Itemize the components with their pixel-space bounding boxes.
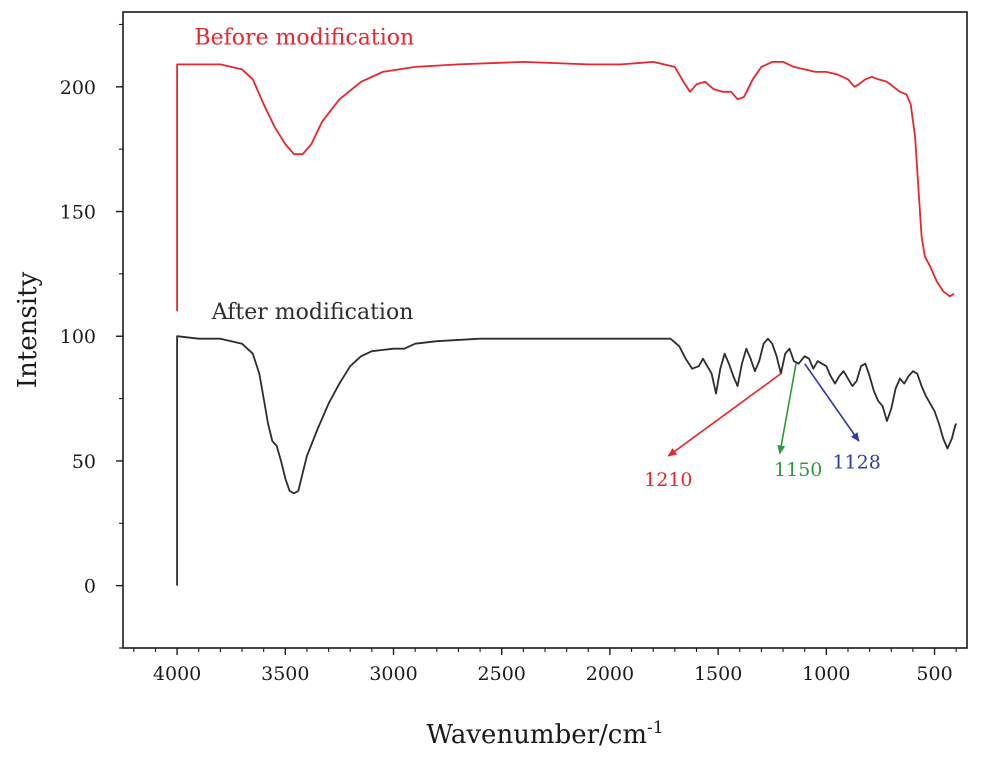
annotation-arrow-1150 <box>777 363 797 455</box>
series-layer: Before modification After modification <box>176 25 958 586</box>
annotation-arrow-1210 <box>667 373 782 457</box>
y-tick-label: 50 <box>72 451 96 473</box>
annotation-arrow-1128 <box>804 363 860 442</box>
y-tick-label: 200 <box>60 77 96 99</box>
x-tick-label: 1000 <box>802 663 850 685</box>
x-tick-label: 3000 <box>369 663 417 685</box>
x-axis: 4000 3500 3000 2500 2000 1500 1000 500 <box>133 648 957 685</box>
annotation-layer: 1210 1150 1128 <box>644 363 881 491</box>
x-axis-title-superscript: -1 <box>647 718 664 738</box>
plot-frame <box>122 11 968 649</box>
annotation-label-1210: 1210 <box>644 469 692 491</box>
x-tick-label: 4000 <box>153 663 201 685</box>
y-tick-label: 0 <box>84 576 96 598</box>
x-tick-label: 2000 <box>586 663 634 685</box>
series-line-before-modification <box>176 61 955 312</box>
series-label-before-modification: Before modification <box>194 25 414 50</box>
y-tick-label: 150 <box>60 202 96 224</box>
series-label-after-modification: After modification <box>211 300 414 325</box>
x-axis-title: Wavenumber/cm-1 <box>426 718 663 750</box>
annotation-label-1150: 1150 <box>774 459 822 481</box>
x-tick-label: 2500 <box>478 663 526 685</box>
series-line-after-modification <box>176 335 958 586</box>
x-tick-label: 500 <box>916 663 952 685</box>
y-axis-title: Intensity <box>13 271 43 388</box>
x-tick-label: 3500 <box>261 663 309 685</box>
y-tick-label: 100 <box>60 326 96 348</box>
y-axis: 0 50 100 150 200 <box>60 23 123 649</box>
x-tick-label: 1500 <box>694 663 742 685</box>
annotation-label-1128: 1128 <box>832 451 880 473</box>
